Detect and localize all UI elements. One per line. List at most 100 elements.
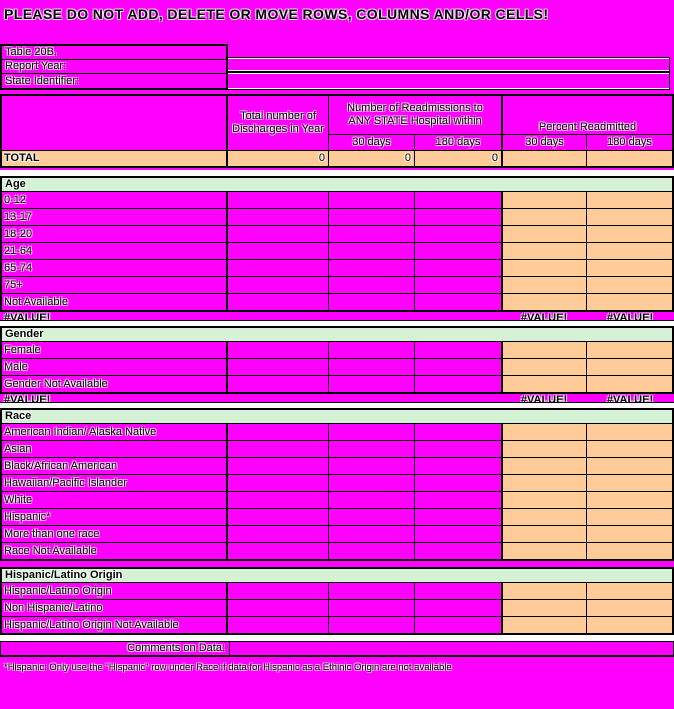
- cell-percent-30days: [502, 475, 586, 491]
- row-label: Not Available: [2, 294, 226, 310]
- cell-discharges[interactable]: [227, 260, 328, 276]
- row-label: 18-20: [2, 226, 226, 242]
- cell-readmit-30days[interactable]: [329, 342, 414, 358]
- cell-readmit-30days[interactable]: [329, 583, 414, 599]
- comments-row: Comments on Data:: [0, 641, 674, 657]
- cell-discharges[interactable]: [227, 600, 328, 616]
- cell-discharges[interactable]: [227, 294, 328, 310]
- cell-readmit-180days[interactable]: [415, 509, 501, 525]
- value-error: #VALUE!: [520, 312, 568, 320]
- cell-readmit-180days[interactable]: [415, 583, 501, 599]
- cell-percent-30days: [502, 424, 586, 440]
- cell-percent-180days: [587, 226, 672, 242]
- hispanic-footnote: *Hispanic: Only use the "Hispanic" row u…: [4, 662, 452, 673]
- cell-readmit-30days[interactable]: [329, 492, 414, 508]
- cell-readmit-180days[interactable]: [415, 243, 501, 259]
- section-hispanic-latino-origin: Hispanic/Latino Origin Hispanic/Latino Or…: [0, 567, 674, 635]
- cell-discharges[interactable]: [227, 359, 328, 375]
- cell-readmit-30days[interactable]: [329, 243, 414, 259]
- cell-percent-30days: [502, 226, 586, 242]
- cell-readmit-30days[interactable]: [329, 359, 414, 375]
- cell-readmit-30days[interactable]: [329, 600, 414, 616]
- cell-readmit-30days[interactable]: [329, 475, 414, 491]
- cell-readmit-180days[interactable]: [415, 209, 501, 225]
- cell-readmit-180days[interactable]: [415, 424, 501, 440]
- value-error: #VALUE!: [606, 394, 654, 402]
- total-percent-180days-cell: [587, 151, 672, 166]
- cell-discharges[interactable]: [227, 192, 328, 208]
- cell-discharges[interactable]: [227, 458, 328, 474]
- cell-percent-180days: [587, 192, 672, 208]
- cell-readmit-180days[interactable]: [415, 475, 501, 491]
- cell-readmit-180days[interactable]: [415, 294, 501, 310]
- cell-percent-180days: [587, 260, 672, 276]
- value-error: #VALUE!: [606, 312, 654, 320]
- cell-discharges[interactable]: [227, 509, 328, 525]
- cell-discharges[interactable]: [227, 583, 328, 599]
- row-label: More than one race: [2, 526, 226, 542]
- cell-readmit-180days[interactable]: [415, 441, 501, 457]
- cell-readmit-180days[interactable]: [415, 342, 501, 358]
- cell-readmit-30days[interactable]: [329, 376, 414, 392]
- cell-percent-180days: [587, 475, 672, 491]
- row-label: 13-17: [2, 209, 226, 225]
- cell-readmit-180days[interactable]: [415, 277, 501, 293]
- comments-input[interactable]: [230, 642, 673, 655]
- cell-percent-30days: [502, 192, 586, 208]
- cell-readmit-180days[interactable]: [415, 376, 501, 392]
- cell-readmit-30days[interactable]: [329, 294, 414, 310]
- cell-discharges[interactable]: [227, 226, 328, 242]
- cell-discharges[interactable]: [227, 243, 328, 259]
- state-identifier-label: State Identifier:: [5, 75, 79, 87]
- cell-readmit-180days[interactable]: [415, 359, 501, 375]
- cell-discharges[interactable]: [227, 441, 328, 457]
- cell-discharges[interactable]: [227, 209, 328, 225]
- cell-percent-30days: [502, 209, 586, 225]
- state-identifier-input[interactable]: [227, 72, 670, 90]
- cell-readmit-180days[interactable]: [415, 617, 501, 633]
- cell-readmit-180days[interactable]: [415, 543, 501, 559]
- cell-percent-180days: [587, 277, 672, 293]
- cell-readmit-30days[interactable]: [329, 226, 414, 242]
- cell-readmit-30days[interactable]: [329, 209, 414, 225]
- cell-readmit-30days[interactable]: [329, 277, 414, 293]
- cell-readmit-180days[interactable]: [415, 458, 501, 474]
- total-readmit-180days-cell: 0: [415, 151, 501, 166]
- cell-readmit-30days[interactable]: [329, 260, 414, 276]
- cell-readmit-30days[interactable]: [329, 509, 414, 525]
- cell-readmit-30days[interactable]: [329, 617, 414, 633]
- cell-readmit-30days[interactable]: [329, 543, 414, 559]
- cell-readmit-180days[interactable]: [415, 526, 501, 542]
- readmissions-table-header: Total number of Discharges in Year Numbe…: [0, 94, 674, 168]
- separator-strip: [0, 320, 674, 326]
- cell-readmit-30days[interactable]: [329, 526, 414, 542]
- warning-title: PLEASE DO NOT ADD, DELETE OR MOVE ROWS, …: [4, 6, 549, 22]
- cell-discharges[interactable]: [227, 617, 328, 633]
- cell-percent-30days: [502, 617, 586, 633]
- cell-readmit-30days[interactable]: [329, 441, 414, 457]
- cell-discharges[interactable]: [227, 424, 328, 440]
- comments-label: Comments on Data:: [1, 642, 230, 655]
- cell-readmit-180days[interactable]: [415, 260, 501, 276]
- row-label: White: [2, 492, 226, 508]
- header-corner-cell: [2, 96, 226, 150]
- cell-discharges[interactable]: [227, 492, 328, 508]
- cell-readmit-30days[interactable]: [329, 458, 414, 474]
- cell-readmit-30days[interactable]: [329, 424, 414, 440]
- cell-discharges[interactable]: [227, 543, 328, 559]
- total-readmit-30days-cell: 0: [329, 151, 414, 166]
- header-readmit-30days: 30 days: [329, 135, 414, 150]
- report-year-input[interactable]: [227, 57, 670, 72]
- cell-discharges[interactable]: [227, 526, 328, 542]
- cell-discharges[interactable]: [227, 277, 328, 293]
- cell-discharges[interactable]: [227, 475, 328, 491]
- row-label: American Indian/ Alaska Native: [2, 424, 226, 440]
- cell-readmit-180days[interactable]: [415, 226, 501, 242]
- cell-readmit-30days[interactable]: [329, 192, 414, 208]
- cell-readmit-180days[interactable]: [415, 600, 501, 616]
- row-label: Black/African American: [2, 458, 226, 474]
- cell-discharges[interactable]: [227, 376, 328, 392]
- cell-discharges[interactable]: [227, 342, 328, 358]
- cell-readmit-180days[interactable]: [415, 492, 501, 508]
- cell-readmit-180days[interactable]: [415, 192, 501, 208]
